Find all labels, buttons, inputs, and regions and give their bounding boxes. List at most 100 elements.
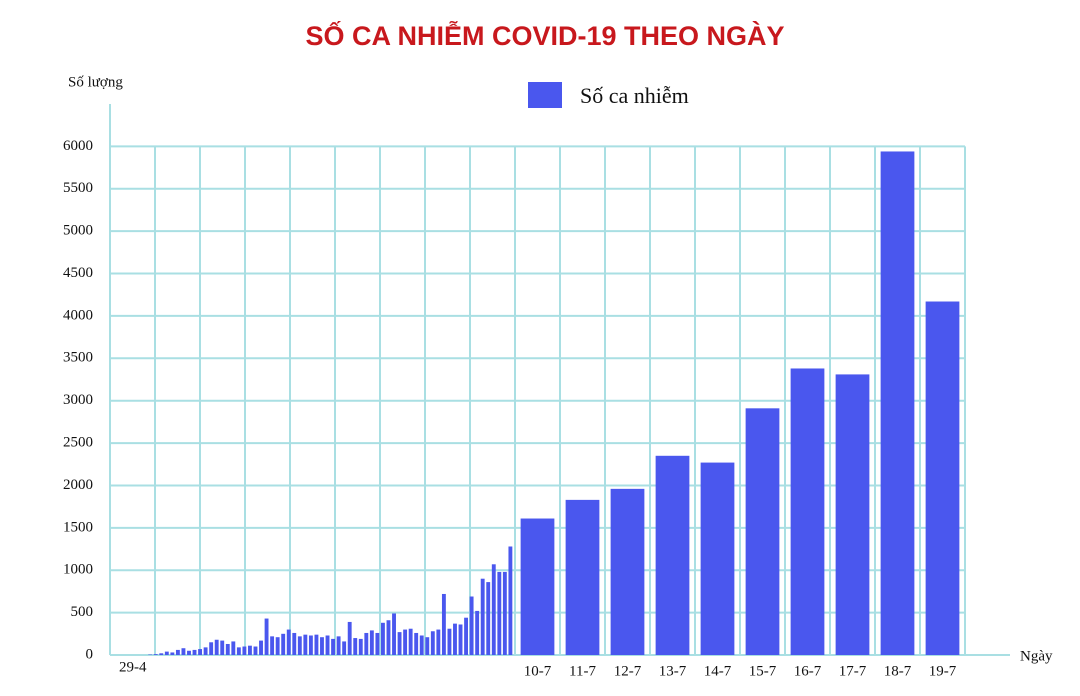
bar [486, 582, 491, 655]
bar [209, 642, 214, 655]
bar [491, 564, 496, 655]
x-tick-label: 12-7 [614, 663, 642, 679]
bar [242, 646, 247, 655]
bar [259, 640, 263, 655]
bar [198, 649, 203, 655]
x-tick-label: 29-4 [119, 659, 147, 675]
bar [436, 629, 441, 655]
y-tick-label: 1500 [63, 519, 93, 535]
y-axis-label: Số lượng [68, 74, 123, 90]
bar [297, 636, 302, 655]
legend-label: Số ca nhiễm [580, 83, 689, 108]
bar [164, 651, 169, 655]
bar [414, 632, 419, 655]
bar [790, 368, 825, 655]
bar [214, 639, 219, 655]
bar [464, 617, 469, 655]
bar [430, 631, 435, 655]
bar [253, 646, 258, 655]
x-tick-label: 10-7 [524, 663, 552, 679]
bar [303, 634, 308, 655]
bar [403, 629, 408, 655]
bar [342, 641, 347, 655]
bar [565, 499, 600, 655]
x-tick-label: 11-7 [569, 663, 596, 679]
y-tick-label: 2000 [63, 477, 93, 493]
bar [408, 628, 413, 655]
bar [275, 637, 280, 655]
bar [610, 488, 645, 655]
bar [369, 630, 374, 655]
bar [700, 462, 735, 655]
y-tick-label: 3000 [63, 392, 93, 408]
bar [520, 518, 555, 655]
y-tick-label: 4000 [63, 307, 93, 323]
y-tick-label: 2500 [63, 435, 93, 451]
x-tick-label: 17-7 [839, 663, 867, 679]
legend-swatch [528, 82, 562, 108]
bar [264, 618, 269, 655]
bar [187, 650, 191, 655]
bar [336, 636, 341, 655]
bar [231, 641, 236, 655]
bar [381, 622, 385, 655]
bar [425, 637, 430, 655]
bar [170, 652, 175, 655]
bar [441, 593, 446, 655]
bar [397, 632, 402, 655]
x-tick-label: 15-7 [749, 663, 777, 679]
bar [453, 623, 457, 655]
bar [192, 649, 197, 655]
bar [203, 647, 208, 655]
bar [314, 634, 319, 655]
chart-title: SỐ CA NHIỄM COVID-19 THEO NGÀY [305, 19, 784, 51]
bar [375, 632, 380, 655]
bar [270, 636, 275, 655]
bar [175, 649, 180, 655]
bar [236, 647, 241, 655]
bar [458, 624, 463, 655]
bar [159, 653, 164, 655]
bar [835, 374, 870, 655]
bar [353, 638, 358, 655]
x-tick-label: 18-7 [884, 663, 912, 679]
x-tick-label: 14-7 [704, 663, 732, 679]
bar [364, 632, 369, 655]
bar [292, 632, 297, 655]
bar [153, 654, 158, 655]
x-tick-label: 16-7 [794, 663, 822, 679]
x-tick-label: 19-7 [929, 663, 957, 679]
bar [392, 613, 396, 655]
bar [475, 610, 480, 655]
bar [419, 635, 424, 655]
x-axis-label: Ngày [1020, 648, 1053, 664]
bar [281, 633, 286, 655]
bar [469, 596, 474, 655]
bar [308, 635, 313, 655]
bar [447, 628, 452, 655]
bar [331, 638, 336, 655]
bar [880, 151, 915, 655]
bar [358, 638, 363, 655]
bar [925, 301, 960, 655]
y-tick-label: 5500 [63, 180, 93, 196]
bar [248, 645, 252, 655]
bar [286, 629, 291, 655]
bar [347, 621, 352, 655]
y-tick-label: 1000 [63, 562, 93, 578]
bar [386, 620, 391, 655]
bar [320, 637, 324, 655]
bar [181, 648, 186, 655]
y-tick-label: 0 [86, 646, 94, 662]
bar [225, 643, 230, 655]
bar [502, 571, 507, 655]
bar [655, 455, 690, 655]
y-tick-label: 6000 [63, 138, 93, 154]
y-tick-label: 4500 [63, 265, 93, 281]
bar [480, 578, 485, 655]
bar [325, 635, 330, 655]
bar [508, 546, 513, 655]
bar [497, 571, 502, 655]
y-tick-label: 3500 [63, 350, 93, 366]
